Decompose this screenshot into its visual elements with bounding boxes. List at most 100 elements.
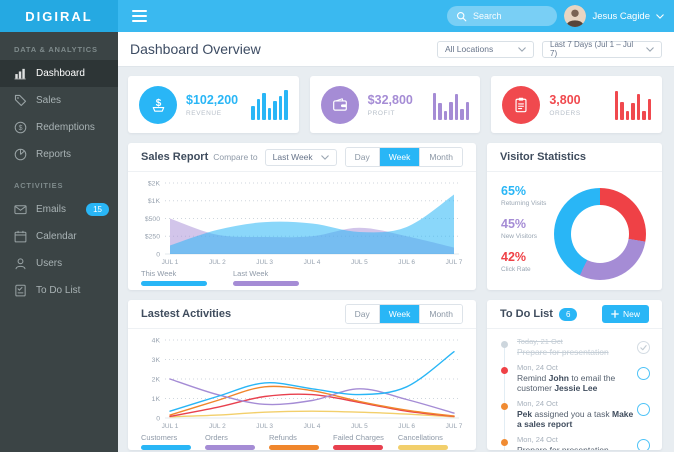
search-box[interactable] [447,6,557,26]
tab-week[interactable]: Week [378,305,420,323]
svg-text:JUL 5: JUL 5 [351,423,368,430]
todo-text: Remind John to email the customer Jessie… [517,373,616,393]
visitor-donut-chart [554,187,646,280]
latest-activities-card: Lastest Activities Day Week Month 0 1K 2K 3K 4… [128,300,476,450]
tab-day[interactable]: Day [345,148,379,166]
brand-logo: DIGIRAL [0,0,118,32]
todo-item[interactable]: Mon, 24 Oct Prepare for presentation [501,432,650,450]
tab-day[interactable]: Day [345,305,379,323]
check-circle-icon[interactable] [637,341,650,354]
date-range-select[interactable]: Last 7 Days (Jul 1 – Jul 7) [542,40,662,58]
svg-text:JUL 6: JUL 6 [398,259,415,266]
tab-month[interactable]: Month [419,148,462,166]
svg-text:JUL 5: JUL 5 [351,259,368,266]
dashboard-icon [14,67,27,80]
mini-bar-chart [251,89,288,120]
activities-legend: Customers Orders Refunds Failed Charges Canc… [141,433,463,450]
svg-text:2K: 2K [152,376,161,383]
kpi-card-revenue: $ $102,200 REVENUE [128,76,299,133]
kpi-value: $32,800 [367,92,413,107]
kpi-label: ORDERS [549,109,581,117]
svg-text:4K: 4K [152,337,161,344]
svg-text:1K: 1K [152,396,161,403]
sidebar-item-label: Calendar [36,231,77,242]
legend-item: Refunds [269,433,319,450]
svg-text:JUL 2: JUL 2 [209,423,226,430]
location-filter-value: All Locations [445,44,494,54]
chevron-down-icon [656,13,664,19]
legend-item: Customers [141,433,191,450]
hamburger-menu-icon[interactable] [132,7,147,25]
todo-item[interactable]: Mon, 24 Oct Pek assigned you a task Make … [501,396,650,432]
stat-label: New Visitors [501,233,538,240]
sidebar-item-sales[interactable]: Sales [0,87,118,114]
stat-value: 65% [501,184,527,198]
svg-text:$250: $250 [145,234,160,241]
sidebar-item-redemptions[interactable]: $ Redemptions [0,114,118,141]
search-icon [456,11,467,22]
location-filter-select[interactable]: All Locations [437,40,534,58]
kpi-card-orders: 3,800 ORDERS [491,76,663,133]
tab-month[interactable]: Month [419,305,462,323]
tab-week[interactable]: Week [378,148,420,166]
svg-text:JUL 4: JUL 4 [304,423,321,430]
todo-item[interactable]: Today, 21 Oct Prepare for presentation [501,334,650,360]
todo-text: Prepare for presentation [517,347,609,357]
calendar-icon [14,230,27,243]
sales-legend: This Week Last Week [141,269,463,286]
sidebar-item-emails[interactable]: Emails 15 [0,196,118,223]
date-range-value: Last 7 Days (Jul 1 – Jul 7) [550,40,634,58]
mini-bar-chart [432,90,470,120]
legend-item: Cancellations [397,433,448,450]
kpi-value: 3,800 [549,92,581,107]
chevron-down-icon [320,154,329,160]
page-header: Dashboard Overview All Locations Last 7 … [118,32,674,67]
card-title: Sales Report [141,151,209,163]
svg-text:JUL 7: JUL 7 [446,423,463,430]
sidebar-item-label: Emails [36,204,67,215]
todo-checkbox[interactable] [637,439,650,450]
todo-checkbox[interactable] [637,367,650,380]
svg-text:JUL 2: JUL 2 [209,259,226,266]
kpi-card-profit: $32,800 PROFIT [309,76,481,133]
search-input[interactable] [473,11,549,21]
svg-text:JUL 1: JUL 1 [162,259,179,266]
todo-date: Mon, 24 Oct [517,399,558,408]
sidebar-item-dashboard[interactable]: Dashboard [0,60,118,87]
sidebar-item-label: To Do List [36,285,81,296]
legend-item: This Week [141,269,207,286]
visitor-stat: 65% Returning Visits [501,184,546,207]
svg-text:0: 0 [156,415,160,422]
chevron-down-icon [510,46,526,52]
kpi-label: REVENUE [186,109,222,117]
avatar[interactable] [564,5,587,27]
svg-text:JUL 3: JUL 3 [256,259,273,266]
tag-icon [14,94,27,107]
visitor-stat: 45% New Visitors [501,217,546,240]
todo-checkbox[interactable] [637,403,650,416]
todo-list-card: To Do List 6 New Today, 21 Oct Prepare fo… [487,300,662,450]
user-menu[interactable]: Jesus Cagide [564,0,664,32]
sidebar-item-users[interactable]: Users [0,250,118,277]
new-todo-button[interactable]: New [601,305,649,323]
status-dot-icon [501,341,508,348]
envelope-icon [14,203,27,216]
card-title: Lastest Activities [141,308,232,320]
sidebar-item-calendar[interactable]: Calendar [0,223,118,250]
legend-item: Last Week [233,269,299,286]
stat-value: 45% [501,217,527,231]
compare-select[interactable]: Last Week [264,148,337,166]
main-area: Dashboard Overview All Locations Last 7 … [118,32,674,452]
visitor-statistics-card: Visitor Statistics 65% Returning Visits 45… [487,143,662,290]
todo-text: Prepare for presentation [517,445,609,450]
sidebar-item-reports[interactable]: Reports [0,141,118,168]
sidebar-item-to-do-list[interactable]: To Do List [0,277,118,304]
latest-activities-chart: 0 1K 2K 3K 4K JUL 1 JUL 2 JUL 3 JUL 4 JUL 5 JUL 6 J… [141,334,463,431]
svg-text:JUL 1: JUL 1 [162,423,179,430]
todo-item[interactable]: Mon, 24 Oct Remind John to email the cust… [501,360,650,396]
card-title: To Do List [500,308,553,320]
sidebar: DATA & ANALYTICS Dashboard Sales $ Redemptio… [0,32,118,452]
sidebar-section-label: DATA & ANALYTICS [14,45,98,54]
sidebar-item-label: Redemptions [36,122,95,133]
sidebar-item-label: Users [36,258,63,269]
